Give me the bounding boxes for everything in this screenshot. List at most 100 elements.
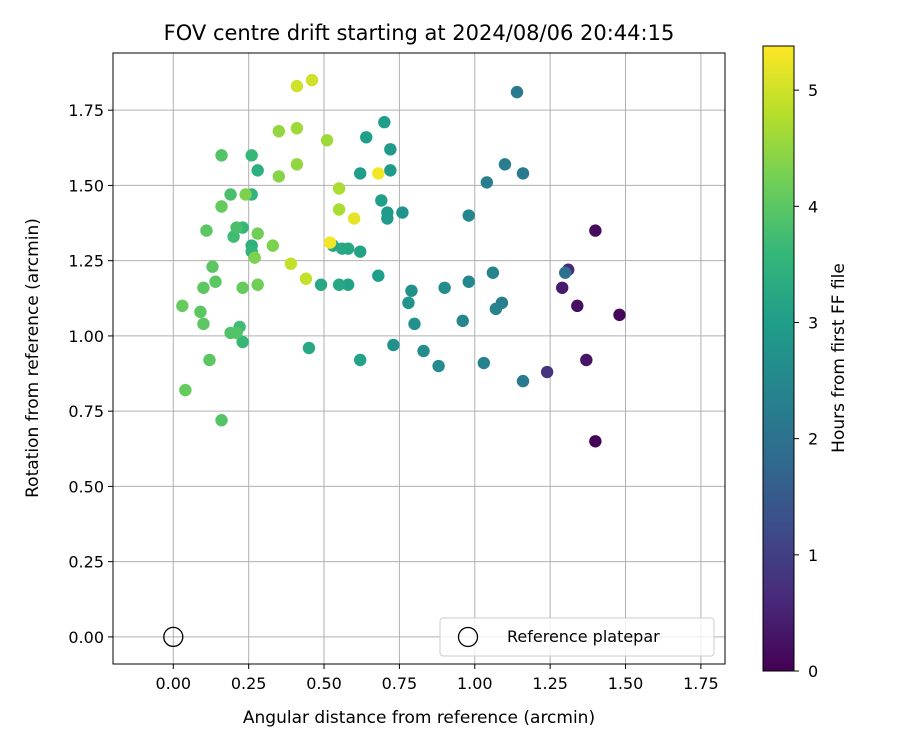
data-point — [236, 281, 249, 294]
colorbar: 0 1 2 3 4 5 Hours from first FF file — [762, 45, 849, 681]
data-point — [251, 227, 264, 240]
x-tick-label: 0.00 — [155, 674, 191, 693]
data-point — [179, 383, 192, 397]
x-tick-label: 1.75 — [683, 674, 719, 693]
data-point — [462, 209, 475, 222]
data-point — [613, 308, 626, 322]
data-point — [589, 224, 602, 237]
data-point — [360, 131, 373, 144]
data-point — [402, 296, 415, 310]
y-tick-label: 1.75 — [68, 101, 104, 120]
data-point — [239, 188, 252, 201]
data-point — [540, 365, 554, 379]
data-point — [408, 317, 421, 331]
data-point — [510, 85, 524, 99]
grid-lines — [113, 53, 725, 664]
legend-label-reference-platepar: Reference platepar — [507, 627, 660, 646]
data-point — [284, 257, 298, 270]
x-axis-label: Angular distance from reference (arcmin) — [243, 708, 595, 728]
data-point — [332, 278, 346, 291]
y-axis-label: Rotation from reference (arcmin) — [23, 218, 43, 498]
data-point — [589, 435, 602, 448]
data-point — [248, 251, 261, 264]
legend-marker-open-circle — [457, 626, 479, 648]
data-point — [571, 299, 584, 313]
y-tick-label: 0.75 — [68, 402, 104, 421]
data-point — [272, 170, 286, 183]
data-point — [236, 335, 249, 349]
data-point — [305, 73, 319, 87]
x-tick-label: 1.00 — [457, 674, 493, 693]
data-point — [197, 281, 210, 294]
data-point — [290, 79, 304, 93]
data-point — [230, 221, 243, 234]
colorbar-ticks: 0 1 2 3 4 5 — [794, 81, 818, 681]
data-point — [498, 158, 512, 171]
data-point — [396, 206, 409, 219]
data-point — [354, 245, 367, 258]
data-point — [381, 206, 394, 219]
data-point — [323, 236, 337, 249]
data-point — [251, 164, 264, 177]
x-tick-label: 0.25 — [231, 674, 267, 693]
data-point — [215, 200, 228, 213]
data-point — [477, 356, 491, 370]
y-tick-label: 0.00 — [68, 628, 104, 647]
reference-layer — [163, 626, 184, 648]
colorbar-label: Hours from first FF file — [829, 263, 849, 453]
data-point — [245, 149, 258, 162]
y-tick-label: 1.50 — [68, 176, 104, 195]
x-axis-ticks: 0.00 0.25 0.50 0.75 1.00 1.25 1.50 1.75 — [155, 664, 719, 693]
data-point — [203, 353, 216, 367]
data-point — [384, 164, 397, 177]
data-point — [251, 278, 264, 291]
data-point — [556, 281, 569, 294]
data-point — [489, 302, 503, 316]
data-point — [372, 167, 385, 180]
y-axis-ticks: 0.00 0.25 0.50 0.75 1.00 1.25 1.50 1.75 — [68, 101, 113, 647]
data-point — [559, 266, 572, 279]
data-point — [215, 414, 228, 427]
y-tick-label: 0.25 — [68, 553, 104, 572]
y-tick-label: 1.00 — [68, 327, 104, 346]
colorbar-gradient — [762, 45, 795, 672]
data-point — [387, 338, 400, 352]
data-point — [462, 275, 475, 288]
data-point — [299, 272, 313, 285]
reference-platepar-marker — [163, 626, 184, 648]
x-tick-label: 1.25 — [532, 674, 568, 693]
data-point — [480, 176, 494, 189]
colorbar-tick-label: 4 — [808, 197, 818, 216]
data-point — [341, 278, 355, 291]
data-point — [432, 359, 445, 373]
data-point — [206, 260, 219, 273]
data-point — [272, 125, 286, 138]
x-tick-label: 0.50 — [306, 674, 342, 693]
data-point — [516, 374, 530, 388]
data-point — [375, 194, 388, 207]
data-point — [580, 353, 593, 367]
data-point — [417, 344, 430, 358]
data-point — [194, 305, 207, 319]
data-point — [354, 167, 367, 180]
data-point — [302, 341, 316, 355]
data-point — [320, 134, 334, 147]
data-point — [314, 278, 328, 291]
colorbar-tick-label: 0 — [808, 662, 818, 681]
data-point — [332, 203, 346, 216]
data-point — [456, 314, 469, 328]
data-point — [372, 269, 385, 282]
y-tick-label: 1.25 — [68, 252, 104, 271]
data-point — [176, 299, 189, 313]
data-point — [200, 224, 213, 237]
legend-box — [439, 617, 715, 657]
data-point — [384, 143, 397, 156]
y-tick-label: 0.50 — [68, 477, 104, 496]
chart-title: FOV centre drift starting at 2024/08/06 … — [164, 21, 675, 45]
plot-area-frame — [112, 52, 726, 665]
data-point — [516, 167, 530, 180]
colorbar-tick-label: 3 — [808, 313, 818, 332]
colorbar-tick-label: 5 — [808, 81, 818, 100]
data-points — [176, 73, 626, 448]
